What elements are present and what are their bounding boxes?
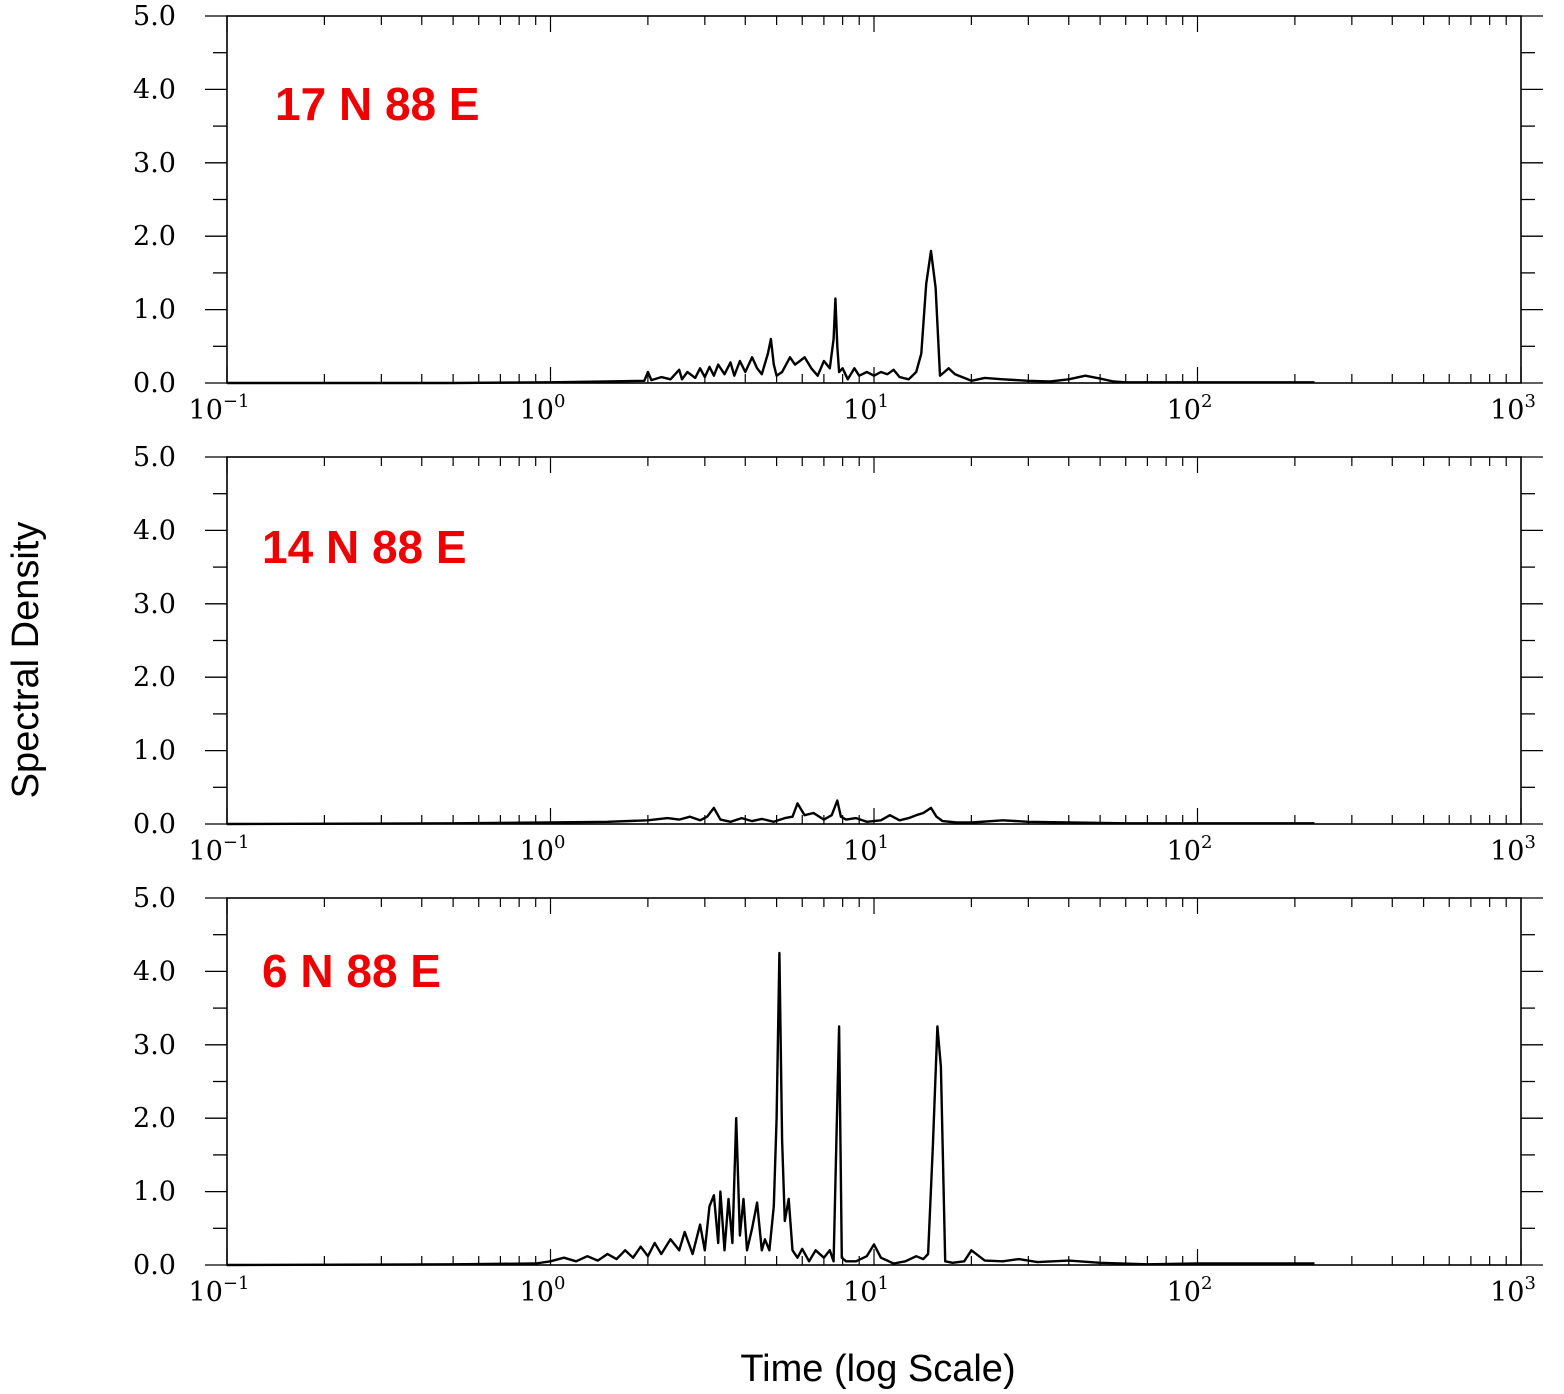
x-tick-label: 10−1 [189, 1273, 250, 1308]
x-tick-label: 101 [843, 391, 889, 426]
y-tick-label: 0.0 [133, 1250, 176, 1281]
plot-frame [226, 456, 1522, 825]
x-tick-label: 101 [843, 1273, 889, 1308]
x-tick-label: 102 [1167, 832, 1213, 867]
panel-location-label: 6 N 88 E [262, 945, 441, 997]
y-tick-label: 0.0 [133, 809, 176, 840]
y-axis-title: Spectral Density [5, 522, 47, 799]
y-tick-label: 2.0 [133, 1103, 176, 1134]
panels-layer: 0.0 1.0 2.0 3.0 4.0 5.0 10−1 100 101 102 103 17 N 8… [133, 1, 1543, 1308]
panel-3: 0.0 1.0 2.0 3.0 4.0 5.0 10−1 100 101 102 103 6 N 88… [133, 883, 1543, 1308]
y-tick-label: 1.0 [133, 295, 176, 326]
spectrum-line [226, 951, 1315, 1267]
plot-frame [226, 15, 1522, 384]
y-tick-label: 4.0 [133, 956, 176, 987]
y-tick-label: 2.0 [133, 221, 176, 252]
x-tick-label: 10−1 [189, 391, 250, 426]
y-tick-label: 3.0 [133, 589, 176, 620]
x-tick-label: 10−1 [189, 832, 250, 867]
x-tick-label: 103 [1490, 391, 1536, 426]
y-tick-label: 0.0 [133, 368, 176, 399]
x-tick-label: 103 [1490, 1273, 1536, 1308]
spectrum-line [226, 799, 1315, 826]
x-tick-label: 100 [520, 832, 566, 867]
y-tick-label: 5.0 [133, 442, 176, 473]
y-tick-label: 1.0 [133, 1177, 176, 1208]
y-tick-label: 4.0 [133, 74, 176, 105]
y-tick-label: 2.0 [133, 662, 176, 693]
y-tick-label: 5.0 [133, 883, 176, 914]
panel-2: 0.0 1.0 2.0 3.0 4.0 5.0 10−1 100 101 102 103 14 N 8… [133, 442, 1543, 867]
x-tick-label: 103 [1490, 832, 1536, 867]
x-tick-label: 100 [520, 391, 566, 426]
y-tick-label: 3.0 [133, 1030, 176, 1061]
y-tick-label: 4.0 [133, 515, 176, 546]
panel-location-label: 14 N 88 E [262, 521, 467, 573]
x-tick-label: 101 [843, 832, 889, 867]
x-tick-label: 102 [1167, 1273, 1213, 1308]
panel-1: 0.0 1.0 2.0 3.0 4.0 5.0 10−1 100 101 102 103 17 N 8… [133, 1, 1543, 426]
spectrum-line [227, 249, 1315, 385]
x-axis-title: Time (log Scale) [740, 1348, 1015, 1390]
x-tick-label: 102 [1167, 391, 1213, 426]
y-tick-label: 1.0 [133, 736, 176, 767]
x-tick-label: 100 [520, 1273, 566, 1308]
panel-location-label: 17 N 88 E [275, 78, 480, 130]
y-tick-label: 3.0 [133, 148, 176, 179]
y-tick-label: 5.0 [133, 1, 176, 32]
